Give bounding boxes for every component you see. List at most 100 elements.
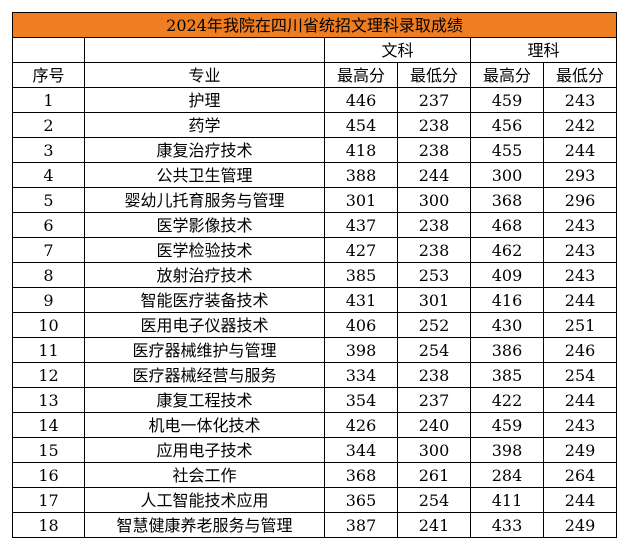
- row-index-cell: 13: [12, 387, 85, 413]
- row-wen-max-cell: 406: [324, 312, 398, 338]
- row-li-max-cell: 430: [470, 312, 544, 338]
- row-wen-min-cell: 252: [397, 312, 471, 338]
- row-major-cell: 康复治疗技术: [84, 137, 325, 163]
- table-row: 16 社会工作 368 261 284 264: [12, 462, 618, 488]
- row-major-cell: 医用电子仪器技术: [84, 312, 325, 338]
- table-row: 3 康复治疗技术 418 238 455 244: [12, 137, 618, 163]
- row-wen-min-cell: 241: [397, 512, 471, 538]
- row-wen-min-cell: 261: [397, 462, 471, 488]
- row-li-min-cell: 243: [542, 262, 618, 288]
- row-li-min-cell: 264: [542, 462, 618, 488]
- row-index-cell: 8: [12, 262, 85, 288]
- row-major-cell: 应用电子技术: [84, 437, 325, 463]
- row-index-cell: 11: [12, 337, 85, 363]
- row-li-min-cell: 243: [542, 212, 618, 238]
- row-li-min-cell: 254: [542, 362, 618, 388]
- row-major-cell: 公共卫生管理: [84, 162, 325, 188]
- row-index-cell: 16: [12, 462, 85, 488]
- row-index-cell: 10: [12, 312, 85, 338]
- row-li-min-cell: 244: [542, 287, 618, 313]
- row-li-max-cell: 468: [470, 212, 544, 238]
- table-row: 15 应用电子技术 344 300 398 249: [12, 437, 618, 463]
- table-row: 2 药学 454 238 456 242: [12, 112, 618, 138]
- row-index-cell: 4: [12, 162, 85, 188]
- row-index-cell: 15: [12, 437, 85, 463]
- column-header-li-max: 最高分: [470, 62, 544, 88]
- row-index-cell: 5: [12, 187, 85, 213]
- row-wen-min-cell: 238: [397, 212, 471, 238]
- row-major-cell: 智慧健康养老服务与管理: [84, 512, 325, 538]
- row-index-cell: 14: [12, 412, 85, 438]
- table-row: 10 医用电子仪器技术 406 252 430 251: [12, 312, 618, 338]
- row-li-max-cell: 459: [470, 412, 544, 438]
- row-index-cell: 7: [12, 237, 85, 263]
- row-wen-max-cell: 368: [324, 462, 398, 488]
- row-wen-min-cell: 237: [397, 87, 471, 113]
- column-header-major: 专业: [84, 62, 325, 88]
- row-wen-max-cell: 426: [324, 412, 398, 438]
- row-major-cell: 婴幼儿托育服务与管理: [84, 187, 325, 213]
- row-major-cell: 医疗器械维护与管理: [84, 337, 325, 363]
- row-li-max-cell: 462: [470, 237, 544, 263]
- table-row: 4 公共卫生管理 388 244 300 293: [12, 162, 618, 188]
- column-header-li-min: 最低分: [542, 62, 618, 88]
- row-wen-min-cell: 238: [397, 237, 471, 263]
- row-li-max-cell: 416: [470, 287, 544, 313]
- row-wen-max-cell: 388: [324, 162, 398, 188]
- row-li-min-cell: 296: [542, 187, 618, 213]
- row-major-cell: 放射治疗技术: [84, 262, 325, 288]
- row-li-max-cell: 456: [470, 112, 544, 138]
- row-index-cell: 12: [12, 362, 85, 388]
- score-table-body: 1 护理 446 237 459 243 2 药学 454 238 456 242 3 康复治疗技术 418…: [12, 87, 618, 538]
- table-row: 5 婴幼儿托育服务与管理 301 300 368 296: [12, 187, 618, 213]
- row-wen-min-cell: 253: [397, 262, 471, 288]
- row-major-cell: 人工智能技术应用: [84, 487, 325, 513]
- row-wen-max-cell: 301: [324, 187, 398, 213]
- column-header-wen-max: 最高分: [324, 62, 398, 88]
- row-wen-min-cell: 300: [397, 437, 471, 463]
- header-empty-cell: [12, 37, 85, 63]
- score-table: 2024年我院在四川省统招文理科录取成绩 文科 理科 序号 专业 最高分 最低分…: [11, 12, 618, 538]
- header-empty-cell: [84, 37, 325, 63]
- row-li-max-cell: 422: [470, 387, 544, 413]
- table-title: 2024年我院在四川省统招文理科录取成绩: [11, 12, 618, 38]
- row-wen-max-cell: 446: [324, 87, 398, 113]
- row-wen-max-cell: 431: [324, 287, 398, 313]
- row-li-min-cell: 242: [542, 112, 618, 138]
- group-header-li: 理科: [469, 37, 618, 63]
- row-wen-min-cell: 244: [397, 162, 471, 188]
- row-wen-max-cell: 387: [324, 512, 398, 538]
- row-li-min-cell: 244: [542, 137, 618, 163]
- row-wen-max-cell: 427: [324, 237, 398, 263]
- row-index-cell: 2: [12, 112, 85, 138]
- row-index-cell: 1: [12, 87, 85, 113]
- row-wen-min-cell: 301: [397, 287, 471, 313]
- row-major-cell: 药学: [84, 112, 325, 138]
- row-li-max-cell: 398: [470, 437, 544, 463]
- row-wen-max-cell: 385: [324, 262, 398, 288]
- table-row: 8 放射治疗技术 385 253 409 243: [12, 262, 618, 288]
- table-row: 1 护理 446 237 459 243: [12, 87, 618, 113]
- row-li-max-cell: 386: [470, 337, 544, 363]
- score-sheet: 2024年我院在四川省统招文理科录取成绩 文科 理科 序号 专业 最高分 最低分…: [11, 12, 618, 538]
- row-wen-min-cell: 237: [397, 387, 471, 413]
- row-li-min-cell: 249: [542, 512, 618, 538]
- row-major-cell: 机电一体化技术: [84, 412, 325, 438]
- row-wen-max-cell: 365: [324, 487, 398, 513]
- row-index-cell: 3: [12, 137, 85, 163]
- row-wen-max-cell: 354: [324, 387, 398, 413]
- group-header-wen: 文科: [324, 37, 471, 63]
- row-li-max-cell: 455: [470, 137, 544, 163]
- row-index-cell: 6: [12, 212, 85, 238]
- row-index-cell: 18: [12, 512, 85, 538]
- table-row: 9 智能医疗装备技术 431 301 416 244: [12, 287, 618, 313]
- row-li-max-cell: 284: [470, 462, 544, 488]
- row-major-cell: 医学影像技术: [84, 212, 325, 238]
- row-wen-min-cell: 238: [397, 137, 471, 163]
- row-li-min-cell: 246: [542, 337, 618, 363]
- row-wen-max-cell: 418: [324, 137, 398, 163]
- table-row: 11 医疗器械维护与管理 398 254 386 246: [12, 337, 618, 363]
- row-li-min-cell: 244: [542, 487, 618, 513]
- row-major-cell: 智能医疗装备技术: [84, 287, 325, 313]
- row-li-min-cell: 243: [542, 237, 618, 263]
